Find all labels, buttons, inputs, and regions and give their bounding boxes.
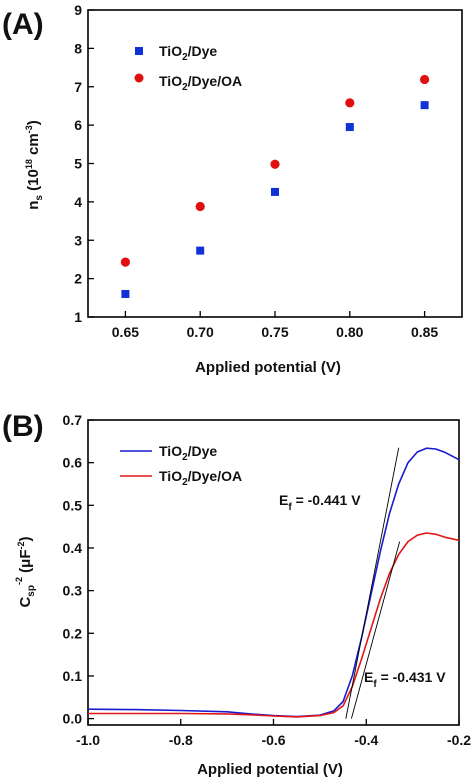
- a-x-tick-label-0-65: 0.65: [112, 324, 139, 340]
- a-y-tick-label-8: 8: [74, 40, 82, 56]
- legend-marker-tio2-dye-oa: [134, 73, 144, 83]
- series-line-1: [88, 532, 460, 718]
- legend-label-tio2-dye: TiO2/Dye: [159, 43, 217, 63]
- a-x-tick-label-0-70: 0.70: [187, 324, 214, 340]
- a-y-tick-label-4: 4: [74, 194, 82, 210]
- a-y-tick-label-5: 5: [74, 156, 82, 172]
- b-y-tick-label-0-6: 0.6: [63, 455, 83, 471]
- panel-b-y-axis-title: Csp-2 (μF-2): [14, 536, 37, 607]
- annotation-ef-tio2-dye-oa: Ef = -0.431 V: [364, 669, 446, 690]
- data-point-series-1-0: [120, 257, 130, 267]
- b-y-tick-label-0-1: 0.1: [63, 668, 83, 684]
- panel-b-label: (B): [2, 410, 44, 443]
- legend-label-tio2-dye-oa-b: TiO2/Dye/OA: [159, 468, 242, 488]
- annotation-ef-tio2-dye: Ef = -0.441 V: [279, 492, 361, 513]
- data-point-series-0-2: [271, 187, 279, 196]
- a-y-tick-label-3: 3: [74, 232, 82, 248]
- data-point-series-1-4: [420, 74, 430, 85]
- panel-a-data-marks: [120, 74, 430, 298]
- a-x-tick-label-0-85: 0.85: [411, 324, 438, 340]
- b-x-tick-label-0-8: -0.8: [169, 732, 193, 748]
- a-x-tick-label-0-80: 0.80: [336, 324, 363, 340]
- panel-a-legend: TiO2/Dye TiO2/Dye/OA: [134, 43, 242, 93]
- a-y-tick-label-2: 2: [74, 271, 82, 287]
- data-point-series-0-1: [196, 246, 205, 255]
- b-y-tick-label-0-2: 0.2: [63, 625, 83, 641]
- panel-b-data-marks: [87, 447, 460, 719]
- a-y-tick-label-7: 7: [74, 79, 82, 95]
- panel-a: (A) 0.65 0.70 0.75 0.80 0.85 1 2 3 4 5 6 7 8 9 TiO2/D…: [2, 2, 463, 376]
- panel-a-ticks: 0.65 0.70 0.75 0.80 0.85 1 2 3 4 5 6 7 8 9: [74, 2, 438, 340]
- legend-label-tio2-dye-b: TiO2/Dye: [159, 443, 217, 463]
- a-y-tick-label-1: 1: [74, 309, 82, 325]
- b-y-tick-label-0-4: 0.4: [63, 540, 83, 556]
- data-point-series-1-3: [345, 98, 355, 108]
- series-line-0: [87, 447, 460, 718]
- b-x-tick-label-0-6: -0.6: [261, 732, 285, 748]
- legend-label-tio2-dye-oa: TiO2/Dye/OA: [159, 73, 242, 93]
- a-y-tick-label-9: 9: [74, 2, 82, 18]
- data-point-series-0-4: [420, 101, 429, 110]
- data-point-series-1-1: [195, 201, 205, 212]
- panel-b-ticks: -1.0 -0.8 -0.6 -0.4 -0.2 0.0 0.1 0.2 0.3 0.4 0.5 0.…: [63, 412, 472, 748]
- b-y-tick-label-0-7: 0.7: [63, 412, 83, 428]
- panel-b: (B) -1.0 -0.8 -0.6 -0.4 -0.2 0.0 0.1 0.2 0.3 0.4 0…: [2, 410, 471, 778]
- panel-a-x-axis-title: Applied potential (V): [195, 359, 341, 376]
- a-x-tick-label-0-75: 0.75: [261, 324, 288, 340]
- data-point-series-0-0: [121, 289, 130, 298]
- b-x-tick-label-0-4: -0.4: [354, 732, 378, 748]
- data-point-series-0-3: [345, 123, 354, 132]
- panel-b-legend: TiO2/Dye TiO2/Dye/OA: [120, 443, 242, 488]
- panel-b-x-axis-title: Applied potential (V): [197, 761, 343, 778]
- b-x-tick-label-1-0: -1.0: [76, 732, 100, 748]
- panel-a-y-axis-title: ns (1018 cm-3): [24, 120, 45, 209]
- a-y-tick-label-6: 6: [74, 117, 82, 133]
- tangent-line-0: [345, 447, 400, 719]
- data-point-series-1-2: [270, 159, 280, 169]
- b-y-tick-label-0-0: 0.0: [63, 711, 83, 727]
- b-y-tick-label-0-3: 0.3: [63, 583, 83, 599]
- b-x-tick-label-0-2: -0.2: [447, 732, 471, 748]
- tangent-line-1: [350, 541, 401, 719]
- panel-a-label: (A): [2, 8, 44, 41]
- legend-marker-tio2-dye: [135, 47, 143, 55]
- b-y-tick-label-0-5: 0.5: [63, 497, 83, 513]
